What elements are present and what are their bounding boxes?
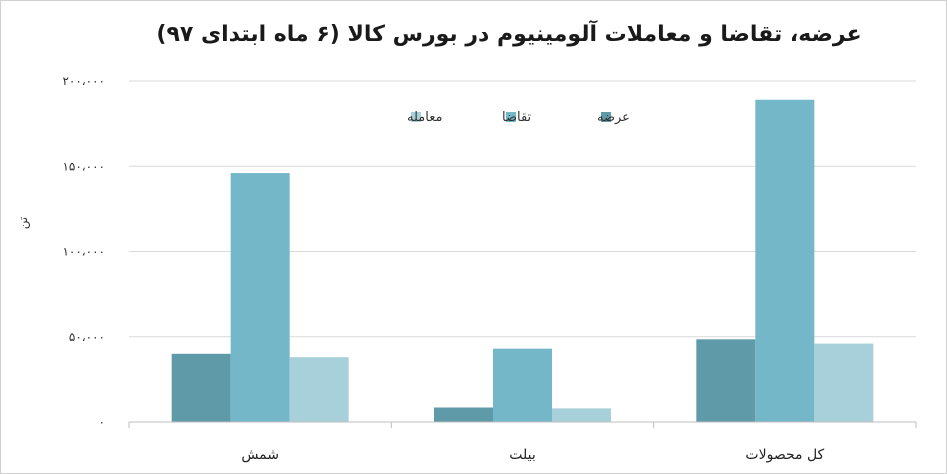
legend-swatch xyxy=(506,112,516,122)
x-axis xyxy=(128,421,917,428)
bar xyxy=(814,343,874,422)
legend: عرضه تقاضا معامله xyxy=(407,110,630,125)
legend-label: تقاضا xyxy=(502,110,532,125)
bar xyxy=(755,99,815,422)
y-axis-label: تن xyxy=(16,217,31,229)
bar xyxy=(434,407,493,422)
chart-title: عرضه، تقاضا و معاملات آلومینیوم در بورس … xyxy=(156,19,861,47)
legend-swatch xyxy=(411,112,421,122)
y-tick-label: ۲۰۰،۰۰۰ xyxy=(62,74,105,88)
category-labels: شمش بیلت کل محصولات xyxy=(241,447,824,463)
bar xyxy=(289,357,349,422)
y-tick-label: ۰ xyxy=(99,415,105,429)
legend-label: عرضه xyxy=(597,110,630,125)
category-label: شمش xyxy=(241,447,279,463)
category-label: بیلت xyxy=(509,447,536,463)
bar xyxy=(493,348,552,422)
bar xyxy=(230,173,290,422)
bars xyxy=(171,99,874,422)
legend-label: معامله xyxy=(407,110,442,125)
legend-swatch xyxy=(601,112,611,122)
y-tick-label: ۵۰،۰۰۰ xyxy=(69,330,105,344)
y-tick-label: ۱۰۰،۰۰۰ xyxy=(62,245,105,259)
bar xyxy=(696,339,756,422)
bar xyxy=(171,353,231,422)
y-tick-label: ۱۵۰،۰۰۰ xyxy=(62,159,105,173)
y-axis-ticks: ۰ ۵۰،۰۰۰ ۱۰۰،۰۰۰ ۱۵۰،۰۰۰ ۲۰۰،۰۰۰ xyxy=(62,74,105,429)
bar xyxy=(552,408,611,422)
category-label: کل محصولات xyxy=(745,447,824,463)
